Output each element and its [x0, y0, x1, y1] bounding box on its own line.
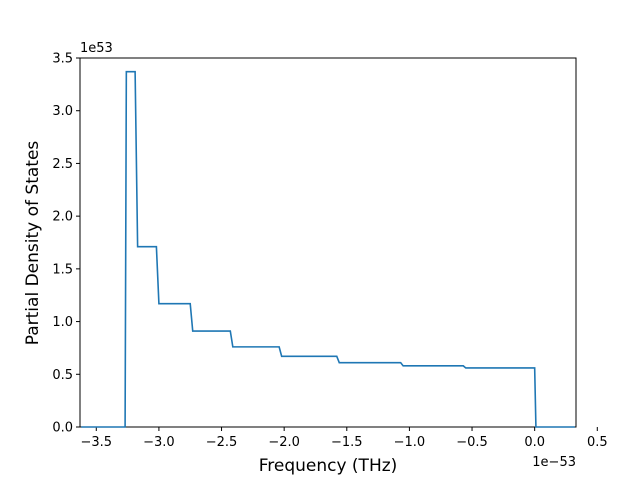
y-axis-ticks: 0.0 0.5 1.0 1.5 2.0 2.5 3.0 3.5	[52, 52, 80, 436]
y-axis-offset-label: 1e53	[80, 41, 113, 56]
x-tick-label: 0.0	[524, 435, 545, 450]
x-tick-label: −3.5	[80, 435, 112, 450]
x-tick-label: −1.0	[394, 435, 426, 450]
x-tick-label: −3.0	[143, 435, 175, 450]
x-axis-offset-label: 1e−53	[532, 455, 576, 470]
plot-area	[79, 57, 577, 428]
x-tick-label: −2.5	[206, 435, 238, 450]
x-tick-label: 0.5	[587, 435, 608, 450]
x-tick-label: −2.0	[268, 435, 300, 450]
y-tick-label: 0.5	[52, 368, 73, 383]
y-tick-label: 3.5	[52, 52, 73, 67]
x-axis-ticks: −3.5 −3.0 −2.5 −2.0 −1.5 −1.0 −0.5 0.0 0.5	[80, 427, 608, 450]
y-tick-label: 3.0	[52, 104, 73, 119]
x-tick-label: −0.5	[456, 435, 488, 450]
y-tick-label: 0.0	[52, 421, 73, 436]
x-tick-label: −1.5	[331, 435, 363, 450]
y-tick-label: 2.5	[52, 157, 73, 172]
y-tick-label: 2.0	[52, 210, 73, 225]
y-tick-label: 1.0	[52, 315, 73, 330]
series-layer	[81, 70, 575, 428]
y-tick-label: 1.5	[52, 262, 73, 277]
y-axis-label: Partial Density of States	[23, 141, 43, 346]
series-line-0	[81, 70, 575, 428]
plot-frame	[79, 57, 577, 428]
x-axis-label: Frequency (THz)	[259, 456, 398, 476]
